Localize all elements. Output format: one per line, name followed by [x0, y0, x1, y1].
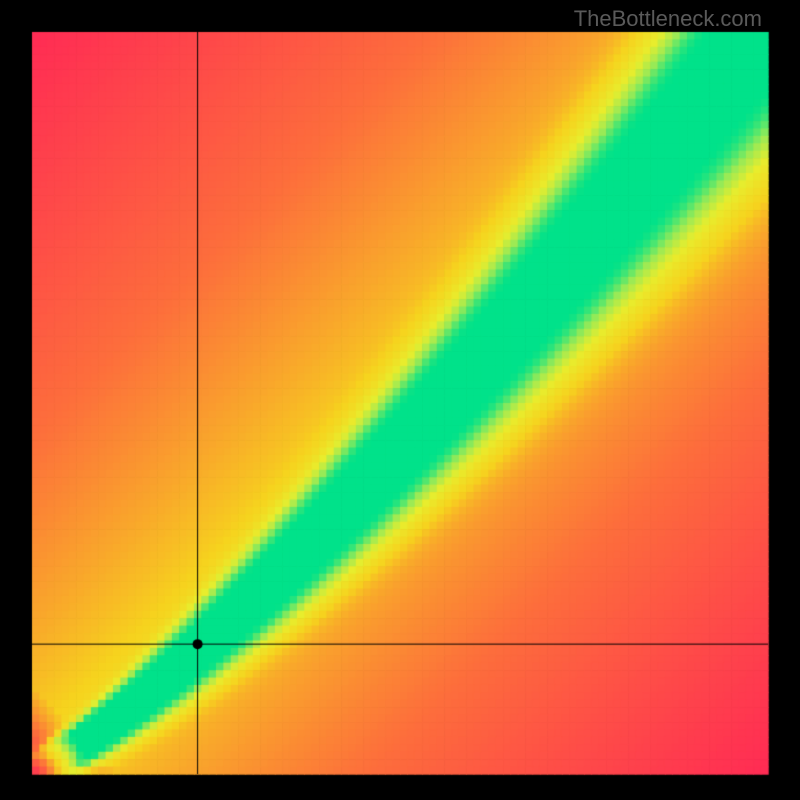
chart-container: TheBottleneck.com [0, 0, 800, 800]
bottleneck-heatmap [0, 0, 800, 800]
watermark-text: TheBottleneck.com [574, 6, 762, 32]
